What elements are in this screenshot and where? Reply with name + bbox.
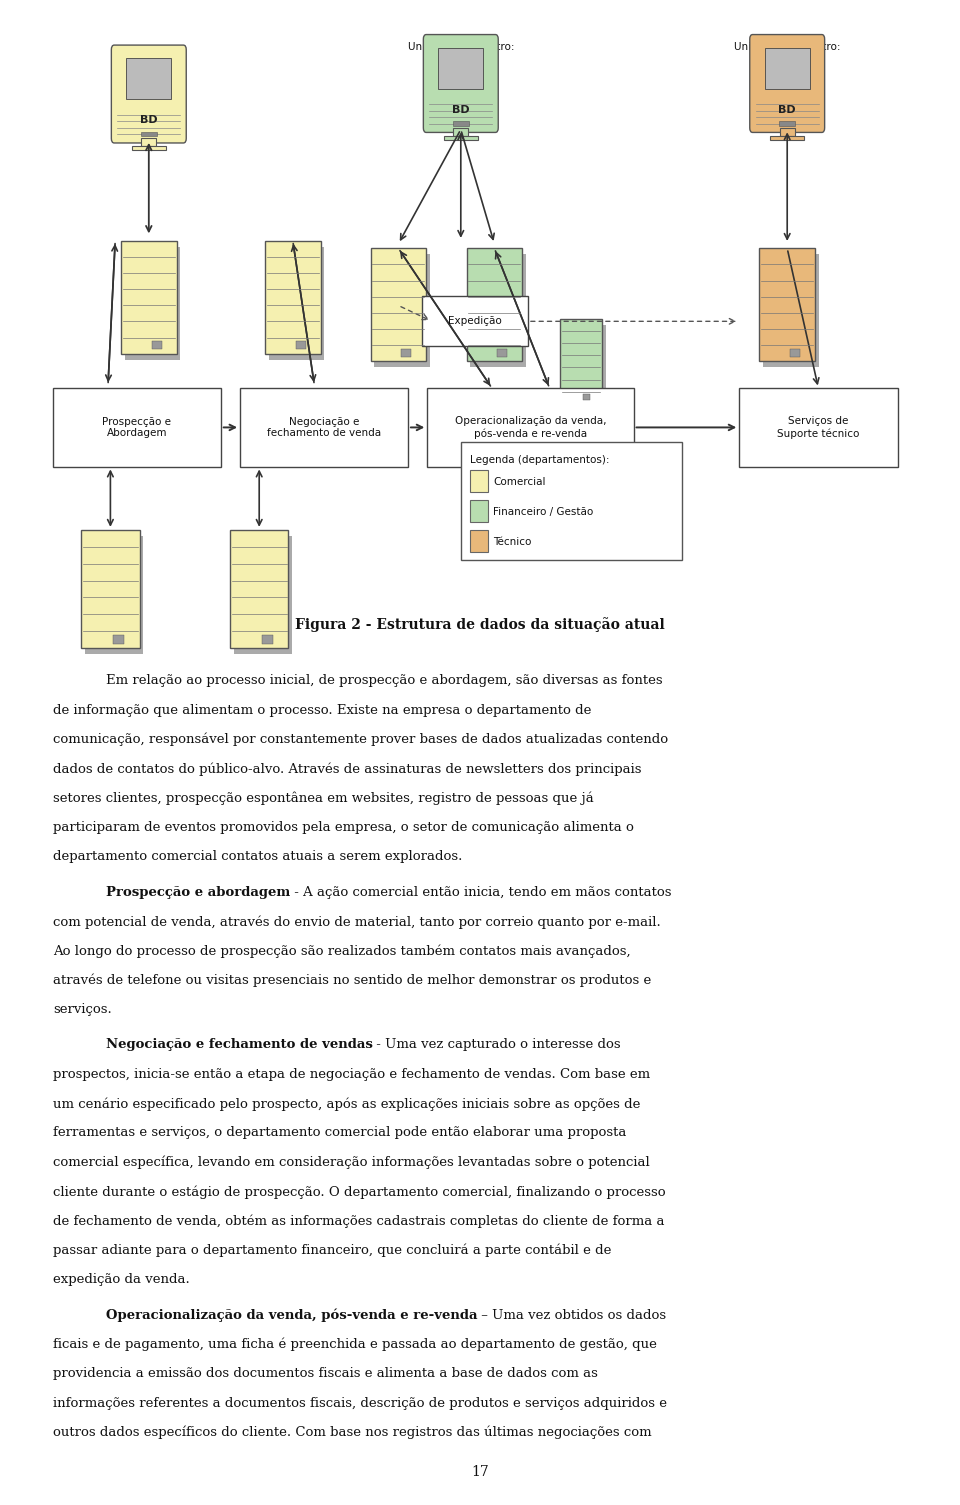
Bar	[127, 59, 171, 99]
Bar	[141, 138, 156, 146]
Text: Operacionalização da venda, pós-venda e re-venda: Operacionalização da venda, pós-venda e …	[106, 1309, 477, 1321]
Bar	[497, 349, 507, 357]
Bar	[296, 342, 305, 349]
Text: - A ação comercial então inicia, tendo em mãos contatos: - A ação comercial então inicia, tendo e…	[290, 885, 671, 898]
Bar	[560, 319, 602, 403]
Bar	[262, 635, 273, 644]
Text: cliente durante o estágio de prospecção. O departamento comercial, finalizando o: cliente durante o estágio de prospecção.…	[53, 1186, 665, 1198]
Bar	[461, 442, 682, 560]
Bar	[790, 349, 800, 357]
Text: – Uma vez obtidos os dados: – Uma vez obtidos os dados	[477, 1309, 666, 1321]
Bar	[240, 388, 408, 467]
FancyBboxPatch shape	[423, 35, 498, 132]
Bar	[779, 122, 796, 126]
Text: um cenário especificado pelo prospecto, após as explicações iniciais sobre as op: um cenário especificado pelo prospecto, …	[53, 1097, 640, 1111]
Text: Negociação e
fechamento de venda: Negociação e fechamento de venda	[267, 417, 381, 438]
Text: dados de contatos do público-alvo. Através de assinaturas de newsletters dos pri: dados de contatos do público-alvo. Atrav…	[53, 762, 641, 775]
Text: Em relação ao processo inicial, de prospecção e abordagem, são diversas as fonte: Em relação ao processo inicial, de prosp…	[106, 674, 662, 688]
Bar	[444, 135, 478, 140]
Bar	[453, 128, 468, 135]
Text: prospectos, inicia-se então a etapa de negociação e fechamento de vendas. Com ba: prospectos, inicia-se então a etapa de n…	[53, 1069, 650, 1081]
Text: BD: BD	[452, 104, 469, 114]
Text: Operacionalização da venda,
pós-venda e re-venda: Operacionalização da venda, pós-venda e …	[455, 417, 606, 438]
Bar	[234, 536, 292, 655]
Text: comunicação, responsável por constantemente prover bases de dados atualizadas co: comunicação, responsável por constanteme…	[53, 733, 668, 746]
Bar	[452, 122, 469, 126]
Bar	[427, 388, 634, 467]
Text: comercial específica, levando em consideração informações levantadas sobre o pot: comercial específica, levando em conside…	[53, 1156, 650, 1169]
Bar	[140, 132, 157, 137]
Text: com potencial de venda, através do envio de material, tanto por correio quanto p: com potencial de venda, através do envio…	[53, 915, 660, 929]
Bar	[152, 342, 161, 349]
Text: setores clientes, prospecção espontânea em websites, registro de pessoas que já: setores clientes, prospecção espontânea …	[53, 792, 593, 805]
Text: Prospecção e
Abordagem: Prospecção e Abordagem	[103, 417, 171, 438]
Text: passar adiante para o departamento financeiro, que concluirá a parte contábil e : passar adiante para o departamento finan…	[53, 1243, 612, 1257]
Bar	[113, 635, 124, 644]
Text: Expedição: Expedição	[448, 316, 502, 327]
FancyBboxPatch shape	[750, 35, 825, 132]
Bar	[439, 48, 483, 89]
Bar	[132, 146, 166, 151]
Text: Prospecção e abordagem: Prospecção e abordagem	[106, 885, 290, 898]
Bar	[564, 325, 606, 409]
Text: Técnico: Técnico	[493, 537, 532, 546]
Bar	[763, 254, 819, 367]
Text: Serviços de
Suporte técnico: Serviços de Suporte técnico	[778, 417, 859, 438]
Bar	[470, 500, 488, 522]
Bar	[265, 241, 321, 354]
Bar	[759, 248, 815, 361]
Text: de informação que alimentam o processo. Existe na empresa o departamento de: de informação que alimentam o processo. …	[53, 703, 591, 716]
Text: Negociação e fechamento de vendas: Negociação e fechamento de vendas	[106, 1038, 372, 1052]
Text: informações referentes a documentos fiscais, descrição de produtos e serviços ad: informações referentes a documentos fisc…	[53, 1397, 667, 1410]
Text: participaram de eventos promovidos pela empresa, o setor de comunicação alimenta: participaram de eventos promovidos pela …	[53, 820, 634, 834]
Bar	[269, 247, 324, 360]
Text: expedição da venda.: expedição da venda.	[53, 1273, 189, 1287]
Text: Figura 2 - Estrutura de dados da situação atual: Figura 2 - Estrutura de dados da situaçã…	[295, 617, 665, 632]
Bar	[583, 394, 590, 400]
Bar	[401, 349, 411, 357]
Bar	[470, 470, 488, 492]
Bar	[82, 530, 139, 649]
Bar	[85, 536, 143, 655]
Bar	[422, 296, 528, 346]
Bar	[470, 530, 488, 552]
Text: departamento comercial contatos atuais a serem explorados.: departamento comercial contatos atuais a…	[53, 850, 462, 864]
Bar	[470, 254, 526, 367]
Text: BD: BD	[140, 114, 157, 125]
Bar	[765, 48, 809, 89]
Text: Ao longo do processo de prospecção são realizados também contatos mais avançados: Ao longo do processo de prospecção são r…	[53, 945, 631, 957]
Text: ferramentas e serviços, o departamento comercial pode então elaborar uma propost: ferramentas e serviços, o departamento c…	[53, 1127, 626, 1139]
Bar	[230, 530, 288, 649]
Bar	[125, 247, 180, 360]
Text: Comercial: Comercial	[493, 477, 546, 486]
Text: de fechamento de venda, obtém as informações cadastrais completas do cliente de : de fechamento de venda, obtém as informa…	[53, 1215, 664, 1228]
Text: BD: BD	[779, 104, 796, 114]
Text: outros dados específicos do cliente. Com base nos registros das últimas negociaç: outros dados específicos do cliente. Com…	[53, 1427, 652, 1439]
Bar	[739, 388, 898, 467]
Bar	[371, 248, 426, 361]
Bar	[53, 388, 221, 467]
Text: Financeiro / Gestão: Financeiro / Gestão	[493, 507, 593, 516]
Text: providencia a emissão dos documentos fiscais e alimenta a base de dados com as: providencia a emissão dos documentos fis…	[53, 1368, 598, 1380]
Text: através de telefone ou visitas presenciais no sentido de melhor demonstrar os pr: através de telefone ou visitas presencia…	[53, 974, 651, 987]
Bar	[121, 241, 177, 354]
FancyBboxPatch shape	[111, 45, 186, 143]
Text: Legenda (departamentos):: Legenda (departamentos):	[470, 455, 610, 465]
Bar	[780, 128, 795, 135]
Bar	[467, 248, 522, 361]
Text: - Uma vez capturado o interesse dos: - Uma vez capturado o interesse dos	[372, 1038, 621, 1052]
Bar	[374, 254, 430, 367]
Text: Unidade de registro:
Transação: Unidade de registro: Transação	[408, 42, 514, 63]
Text: Unidade de registro:
Solicitação: Unidade de registro: Solicitação	[734, 42, 840, 63]
Text: 17: 17	[471, 1464, 489, 1479]
Text: ficais e de pagamento, uma ficha é preenchida e passada ao departamento de gestã: ficais e de pagamento, uma ficha é preen…	[53, 1338, 657, 1351]
Bar	[770, 135, 804, 140]
Text: serviços.: serviços.	[53, 1002, 111, 1016]
